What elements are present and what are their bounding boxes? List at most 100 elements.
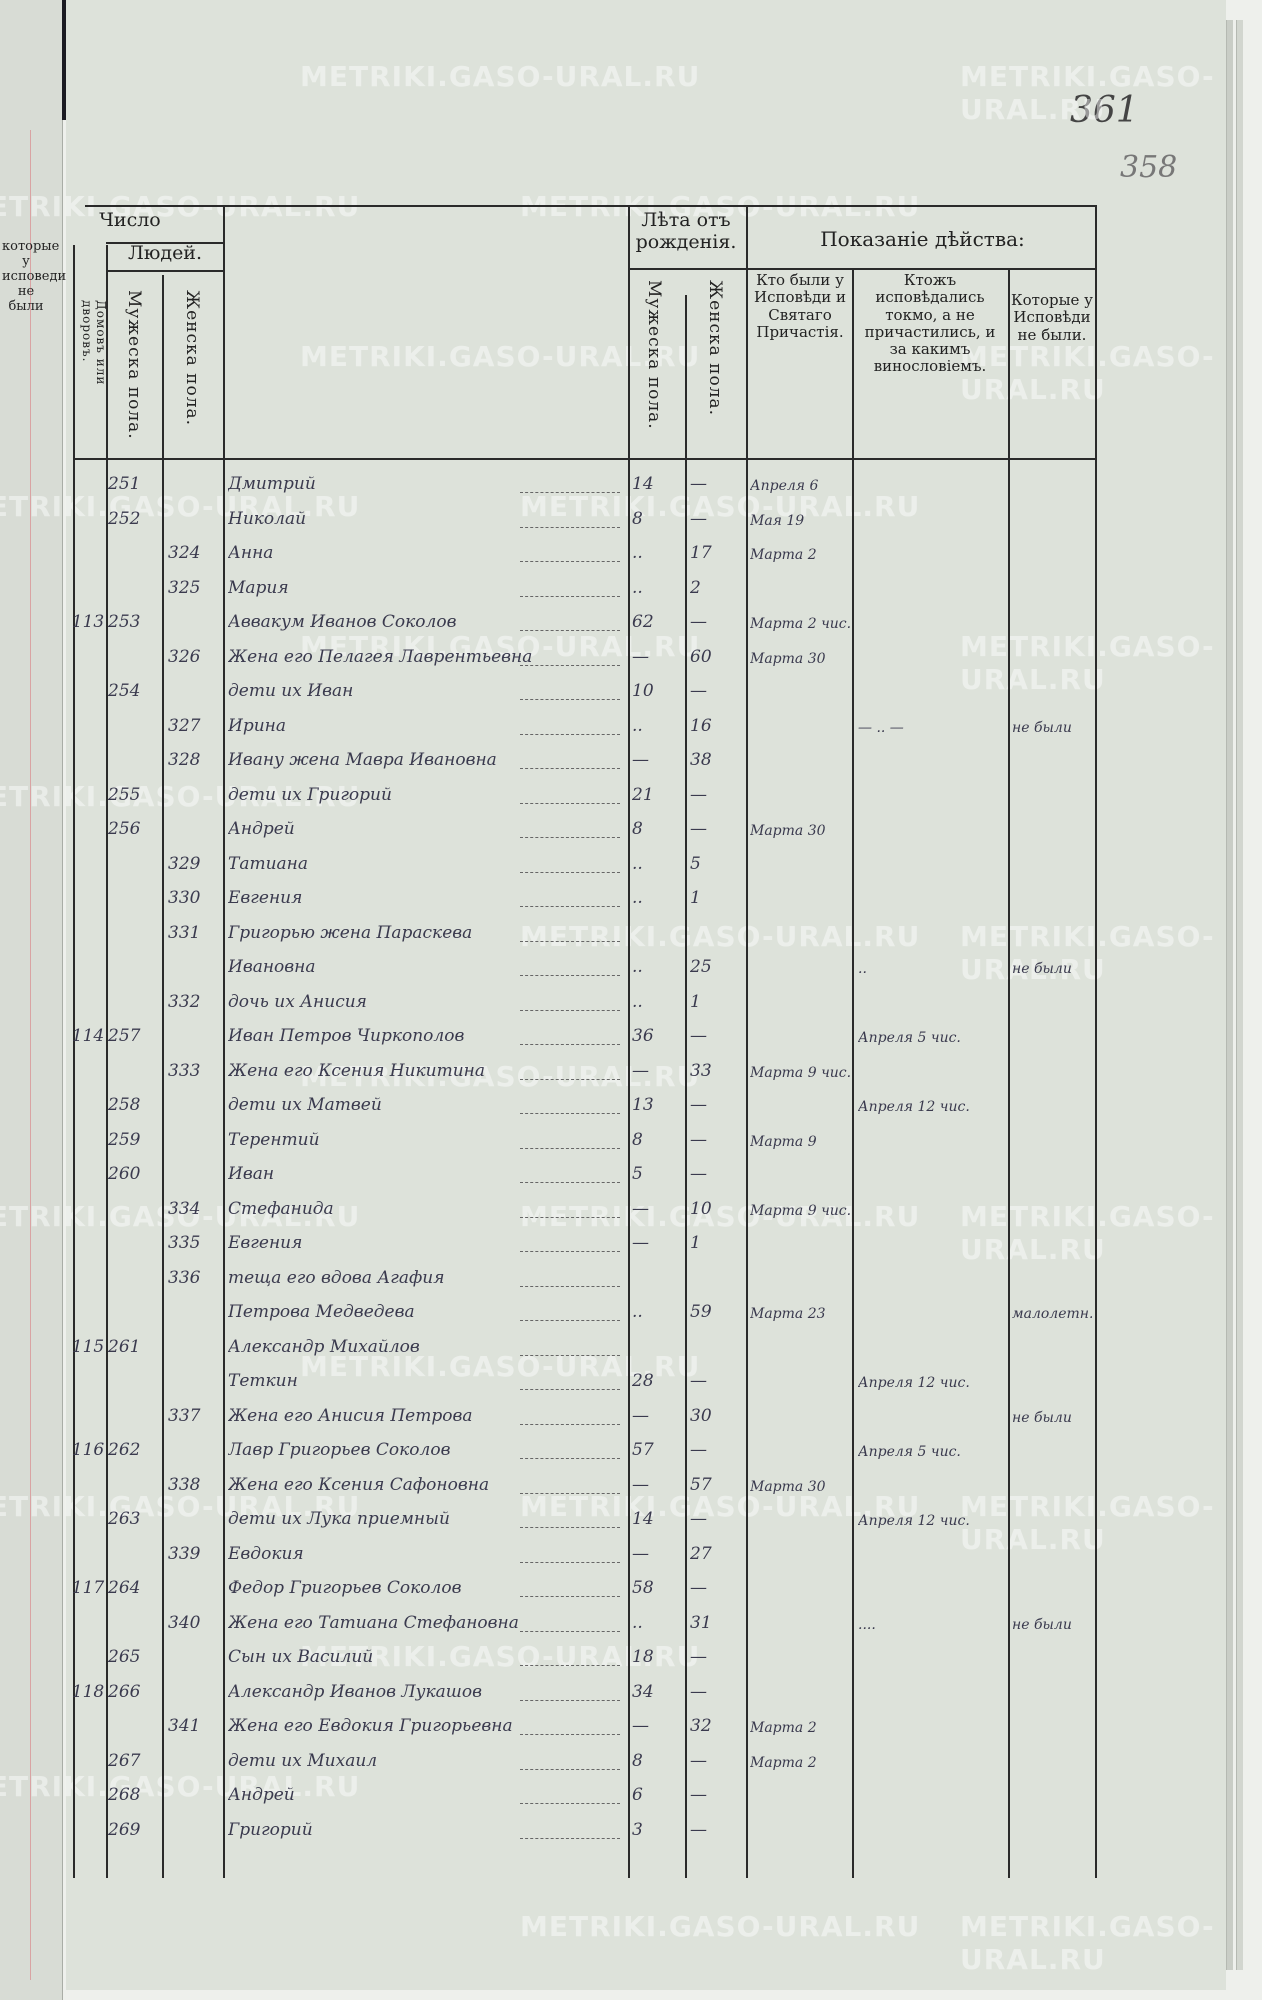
row-male-number: 260 <box>108 1164 141 1184</box>
watermark-text: METRIKI.GASO-URAL.RU <box>300 1350 701 1383</box>
row-name: Дмитрий <box>228 474 316 494</box>
row-house-number: 114 <box>71 1026 105 1046</box>
row-name: Андрей <box>228 819 295 839</box>
row-age-female: 57 <box>690 1474 712 1495</box>
row-age-female: — <box>690 1647 707 1667</box>
row-name: дети их Михаил <box>228 1750 378 1771</box>
row-male-number: 261 <box>108 1336 141 1357</box>
row-name: Сын их Василий <box>228 1647 374 1667</box>
row-confessed: Марта 9 чис. <box>750 1202 850 1219</box>
filler-dashes <box>520 1734 620 1735</box>
table-row: 341 Жена его Евдокия Григорьевна — 32 Марта … <box>0 1714 1100 1748</box>
row-female-number: 329 <box>168 853 201 874</box>
row-male-number: 259 <box>108 1129 141 1150</box>
filler-dashes <box>520 1216 620 1218</box>
row-age-male: — <box>632 1233 649 1253</box>
watermark-text: METRIKI.GASO-URAL.RU <box>960 1200 1215 1266</box>
row-age-female: — <box>690 1509 707 1529</box>
row-female-number: 337 <box>168 1405 201 1426</box>
header-age-male: Мужеска пола. <box>644 280 664 430</box>
row-age-male: — <box>632 646 649 667</box>
row-confessed-only: — .. — <box>858 719 904 736</box>
row-age-female: — <box>690 508 707 529</box>
row-age-female: 1 <box>690 991 701 1012</box>
watermark-text: METRIKI.GASO-URAL.RU <box>0 1770 361 1803</box>
row-age-male: 5 <box>632 1164 643 1184</box>
filler-dashes <box>520 802 620 804</box>
row-male-number: 255 <box>108 784 141 805</box>
row-name: Стефанида <box>228 1198 334 1219</box>
row-female-number: 327 <box>168 715 201 736</box>
row-female-number: 326 <box>168 646 201 667</box>
row-not-confessed: не были <box>1012 719 1072 736</box>
table-row: 340 Жена его Татиана Стефановна.. 31.... не… <box>0 1611 1100 1645</box>
row-age-female: 25 <box>690 957 712 977</box>
page-edge <box>1236 20 1243 1970</box>
row-age-male: 21 <box>632 784 654 805</box>
column-rule <box>223 205 225 1878</box>
page-edge <box>1226 20 1233 1970</box>
column-rule <box>1008 270 1010 1878</box>
row-age-male: 13 <box>632 1095 654 1115</box>
row-age-male: .. <box>632 1612 643 1633</box>
column-rule <box>1095 205 1097 1878</box>
row-name: Анна <box>228 543 274 563</box>
row-confessed-only: .... <box>858 1616 876 1633</box>
column-rule <box>852 270 854 1878</box>
row-age-female: — <box>690 612 707 632</box>
row-confessed: Марта 30 <box>750 823 826 839</box>
row-age-male: .. <box>632 1302 643 1322</box>
row-male-number: 268 <box>108 1785 141 1805</box>
table-row: 331 Григорью жена Параскева <box>0 921 1100 955</box>
table-row: 255 дети их Григорий 21 — <box>0 783 1100 817</box>
row-age-female: 33 <box>690 1060 712 1081</box>
table-row: 324 Анна.. 17 Марта 2 <box>0 541 1100 575</box>
table-row: 338 Жена его Ксения Сафоновна — 57 Марта 30 <box>0 1473 1100 1507</box>
column-rule <box>746 205 748 1878</box>
table-row: 327 Ирина.. 16 — .. — не были <box>0 714 1100 748</box>
row-age-male: 6 <box>632 1785 643 1805</box>
table-row: Петрова Медведева.. 59 Марта 23 малолетн. <box>0 1300 1100 1334</box>
filler-dashes <box>520 1182 620 1183</box>
row-name: Жена его Ксения Сафоновна <box>228 1474 490 1495</box>
filler-dashes <box>520 837 620 838</box>
row-age-female: 32 <box>690 1716 712 1736</box>
row-male-number: 266 <box>108 1681 141 1702</box>
old-folio-number: 358 <box>1120 150 1178 185</box>
row-female-number: 331 <box>168 922 201 943</box>
row-female-number: 341 <box>168 1716 201 1736</box>
filler-dashes <box>520 1044 620 1045</box>
column-rule <box>106 245 108 1878</box>
row-age-male: 8 <box>632 508 643 529</box>
row-male-number: 264 <box>108 1578 141 1598</box>
previous-page-fragment: которые у исповеди не были <box>0 0 66 2000</box>
table-row: Ивановна.. 25.. не были <box>0 955 1100 989</box>
row-confessed: Марта 9 <box>750 1133 817 1150</box>
row-female-number: 333 <box>168 1060 201 1081</box>
header-not-confessed: Которые у Исповѣди не были. <box>1011 291 1093 344</box>
row-age-female: 16 <box>690 715 712 736</box>
table-row: 113 253 Аввакум Иванов Соколов 62 — Марта 2 ч… <box>0 610 1100 644</box>
row-age-male: 57 <box>632 1440 654 1460</box>
row-house-number: 118 <box>71 1681 105 1702</box>
filler-dashes <box>520 1354 620 1356</box>
row-name: Александр Иванов Лукашов <box>228 1681 482 1702</box>
header-confessed: Кто были у Исповѣди и Святаго Причастія. <box>754 271 846 341</box>
table-row: 117 264 Федор Григорьев Соколов 58 — <box>0 1576 1100 1610</box>
filler-dashes <box>520 1837 620 1839</box>
filler-dashes <box>520 526 620 528</box>
row-male-number: 251 <box>108 474 141 494</box>
row-age-male: — <box>632 1543 649 1564</box>
row-age-female: 60 <box>690 646 712 667</box>
row-male-number: 257 <box>108 1026 141 1046</box>
row-male-number: 263 <box>108 1509 141 1529</box>
row-name: Жена его Анисия Петрова <box>228 1405 473 1426</box>
watermark-text: METRIKI.GASO-URAL.RU <box>300 1060 701 1093</box>
row-age-male: — <box>632 1060 649 1081</box>
row-name: Иван <box>228 1164 275 1184</box>
row-name: Жена его Пелагея Лаврентьевна <box>228 646 533 667</box>
filler-dashes <box>520 1320 620 1321</box>
row-female-number: 328 <box>168 750 201 770</box>
header-confessed-only: Ктожъ исповѣдались токмо, а не причастил… <box>864 271 996 376</box>
row-not-confessed: не были <box>1012 1409 1072 1426</box>
